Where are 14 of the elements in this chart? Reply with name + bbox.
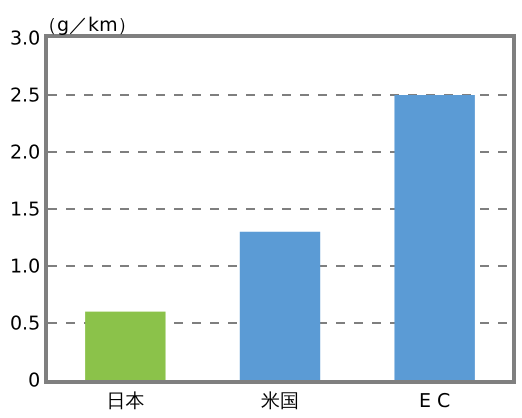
bar [240,232,320,380]
x-tick-label: E C [419,390,450,412]
y-axis-title: （g／km） [38,14,137,36]
y-tick-label: 2.0 [10,142,40,164]
y-tick-label: 1.5 [10,198,40,221]
bar [394,95,475,380]
x-tick-label: 日本 [106,390,144,412]
bar [85,312,166,380]
x-tick-label: 米国 [261,390,299,412]
y-tick-label: 1.0 [10,256,40,278]
y-tick-label: 0.5 [10,312,40,335]
y-tick-label: 0 [28,370,40,392]
y-tick-label: 2.5 [10,84,40,107]
y-tick-label: 3.0 [10,28,40,50]
